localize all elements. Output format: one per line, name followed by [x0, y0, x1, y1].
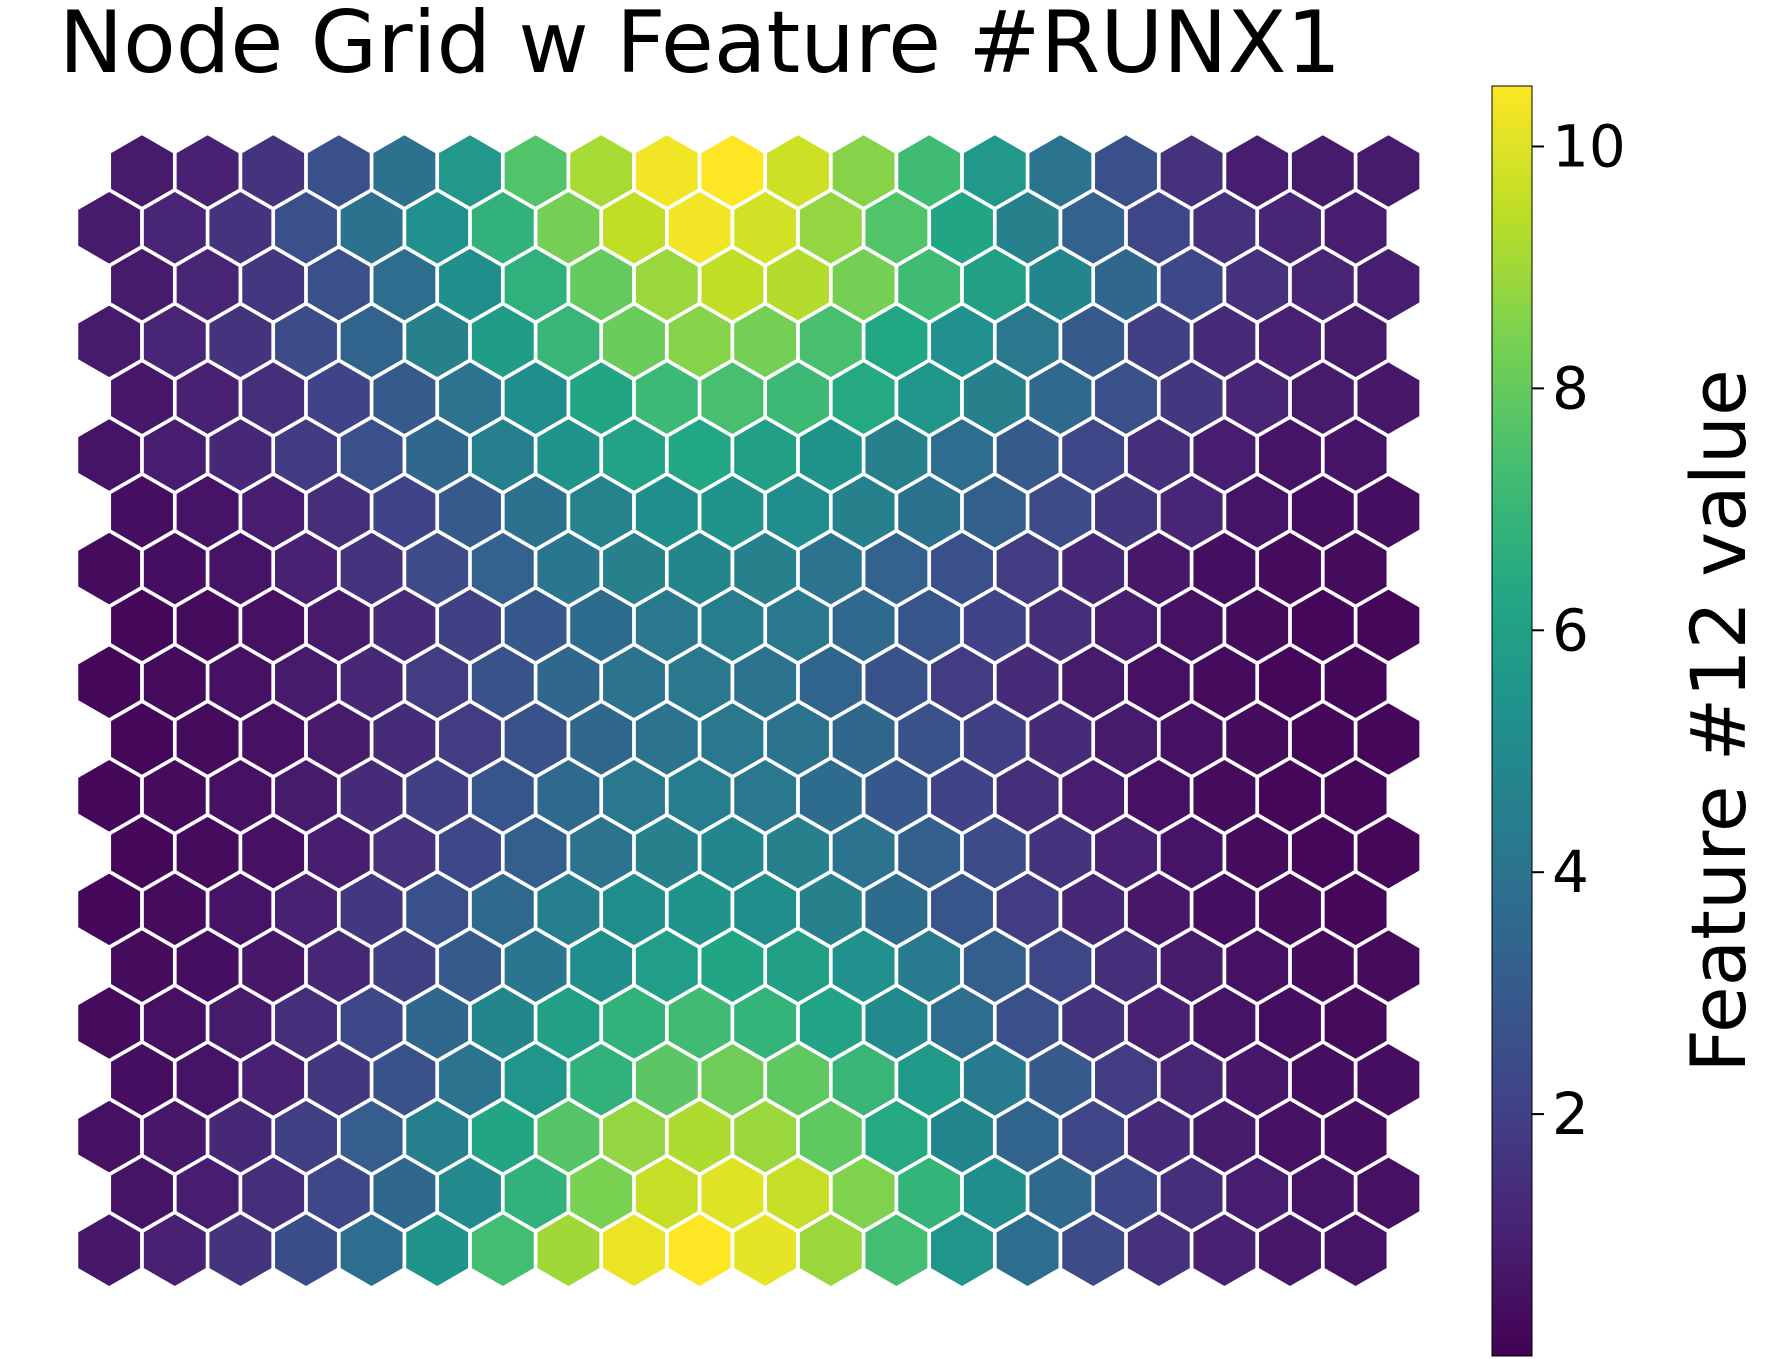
colorbar-gradient [1491, 85, 1533, 1357]
hex-cell [402, 1210, 472, 1291]
hex-cell [468, 1210, 538, 1291]
colorbar-label: Feature #12 value [1674, 369, 1763, 1072]
hex-cell [861, 1210, 931, 1291]
hex-cell [271, 1210, 341, 1291]
hex-grid [74, 131, 1423, 1291]
colorbar-tick-label: 8 [1552, 354, 1589, 422]
hex-cell [1124, 1210, 1194, 1291]
hex-cell [337, 1210, 407, 1291]
hex-cell [665, 1210, 735, 1291]
colorbar: 2 4 6 8 10 Feature #12 value [1491, 85, 1763, 1357]
hex-cell [796, 1210, 866, 1291]
hex-cell [140, 1210, 210, 1291]
hex-cell [993, 1210, 1063, 1291]
hex-cell [74, 1210, 144, 1291]
hex-cell [1321, 1210, 1391, 1291]
colorbar-ticks: 2 4 6 8 10 [1532, 112, 1626, 1148]
chart-title: Node Grid w Feature #RUNX1 [59, 0, 1341, 93]
hex-cell [1255, 1210, 1325, 1291]
hex-cell [927, 1210, 997, 1291]
hex-cell [1058, 1210, 1128, 1291]
colorbar-tick-label: 10 [1552, 112, 1626, 180]
colorbar-tick-label: 6 [1552, 596, 1589, 664]
hex-cell [533, 1210, 603, 1291]
colorbar-tick-label: 2 [1552, 1080, 1589, 1148]
colorbar-tick-label: 4 [1552, 838, 1589, 906]
hex-cell [1189, 1210, 1259, 1291]
hex-cell [599, 1210, 669, 1291]
hex-cell [730, 1210, 800, 1291]
hex-cell [205, 1210, 275, 1291]
